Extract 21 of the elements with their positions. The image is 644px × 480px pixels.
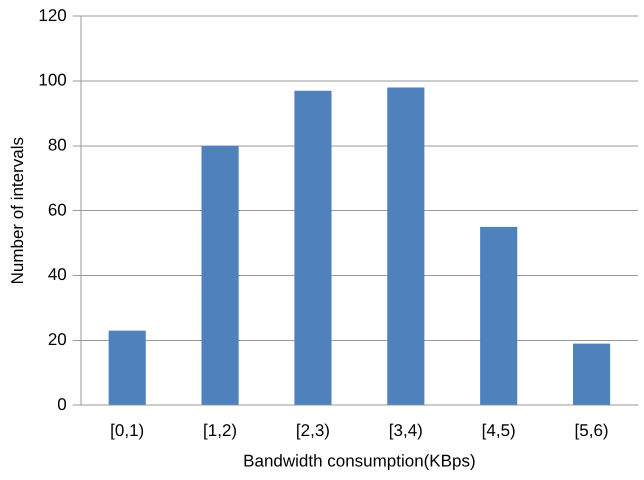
x-tick-label: [3,4) (388, 421, 423, 440)
x-tick-label: [0,1) (110, 421, 144, 440)
x-tick-label: [4,5) (482, 421, 516, 440)
y-tick-label: 100 (38, 70, 67, 90)
y-tick-label: 40 (48, 265, 67, 284)
y-tick-label: 80 (48, 136, 67, 155)
bar (294, 90, 332, 405)
bar (108, 330, 146, 405)
bar (387, 88, 424, 405)
x-tick-label: [1,2) (203, 421, 238, 440)
x-axis-title: Bandwidth consumption(KBps) (243, 451, 476, 470)
y-tick-label: 0 (57, 394, 67, 414)
y-tick-label: 120 (38, 6, 67, 25)
bar (572, 344, 610, 405)
y-axis-title: Number of intervals (8, 137, 27, 284)
y-tick-label: 60 (48, 200, 67, 220)
y-tick-label: 20 (48, 330, 67, 350)
bar (202, 146, 239, 405)
bar (480, 226, 518, 405)
x-tick-label: [2,3) (296, 421, 330, 440)
x-tick-label: [5,6) (574, 421, 609, 440)
